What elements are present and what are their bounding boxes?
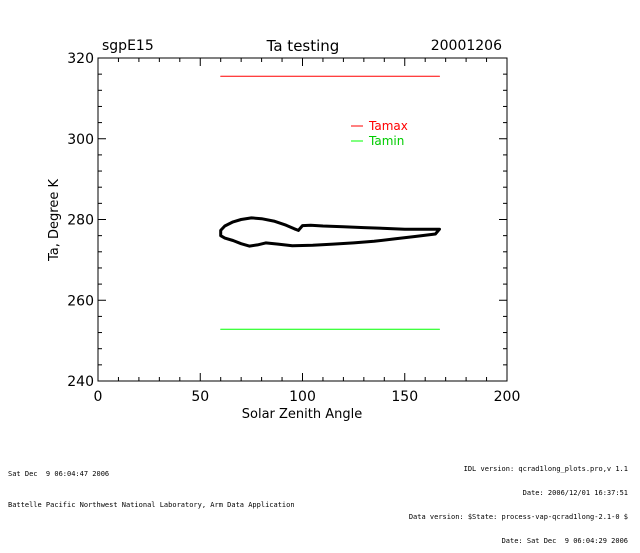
- chart: sgpE15 Ta testing 20001206 0 50 100 150 200 2…: [47, 37, 520, 422]
- x-tick-label-0: 0: [94, 389, 103, 405]
- y-tick-label-3: 300: [67, 132, 94, 148]
- footer-left-org: Battelle Pacific Northwest National Labo…: [8, 501, 295, 509]
- chart-left-label: sgpE15: [102, 38, 154, 54]
- footer-right: IDL version: qcrad1long_plots.pro,v 1.1 …: [409, 449, 628, 553]
- plot-frame: [97, 57, 508, 382]
- y-tick-label-0: 240: [67, 374, 94, 390]
- y-tick-label-2: 280: [67, 213, 94, 229]
- x-tick-label-2: 100: [289, 389, 316, 405]
- footer-left: Sat Dec 9 06:04:47 2006 Battelle Pacific…: [8, 454, 295, 517]
- footer-idl-date: Date: 2006/12/01 16:37:51: [522, 489, 628, 497]
- y-axis-label: Ta, Degree K: [47, 179, 62, 262]
- axes: 0 50 100 150 200 240 260 280 300 320: [67, 51, 520, 405]
- legend-label-tamax: Tamax: [368, 119, 408, 133]
- footer-data-date: Date: Sat Dec 9 06:04:29 2006: [501, 537, 628, 545]
- footer-data-version: Data version: $State: process-vap-qcrad1…: [408, 513, 628, 521]
- x-tick-label-4: 200: [494, 389, 521, 405]
- y-tick-label-1: 260: [67, 293, 94, 309]
- footer-idl-version: IDL version: qcrad1long_plots.pro,v 1.1: [463, 465, 628, 473]
- chart-right-label: 20001206: [431, 38, 502, 54]
- footer-left-date: Sat Dec 9 06:04:47 2006: [8, 470, 110, 478]
- y-tick-label-4: 320: [67, 51, 94, 67]
- x-tick-label-3: 150: [391, 389, 418, 405]
- chart-title: Ta testing: [266, 37, 340, 55]
- series-ta-trace-line: [219, 216, 441, 248]
- legend-label-tamin: Tamin: [368, 134, 404, 148]
- x-tick-label-1: 50: [191, 389, 209, 405]
- legend: Tamax Tamin: [351, 119, 408, 148]
- series-layer: [219, 75, 441, 330]
- x-axis-label: Solar Zenith Angle: [242, 407, 362, 422]
